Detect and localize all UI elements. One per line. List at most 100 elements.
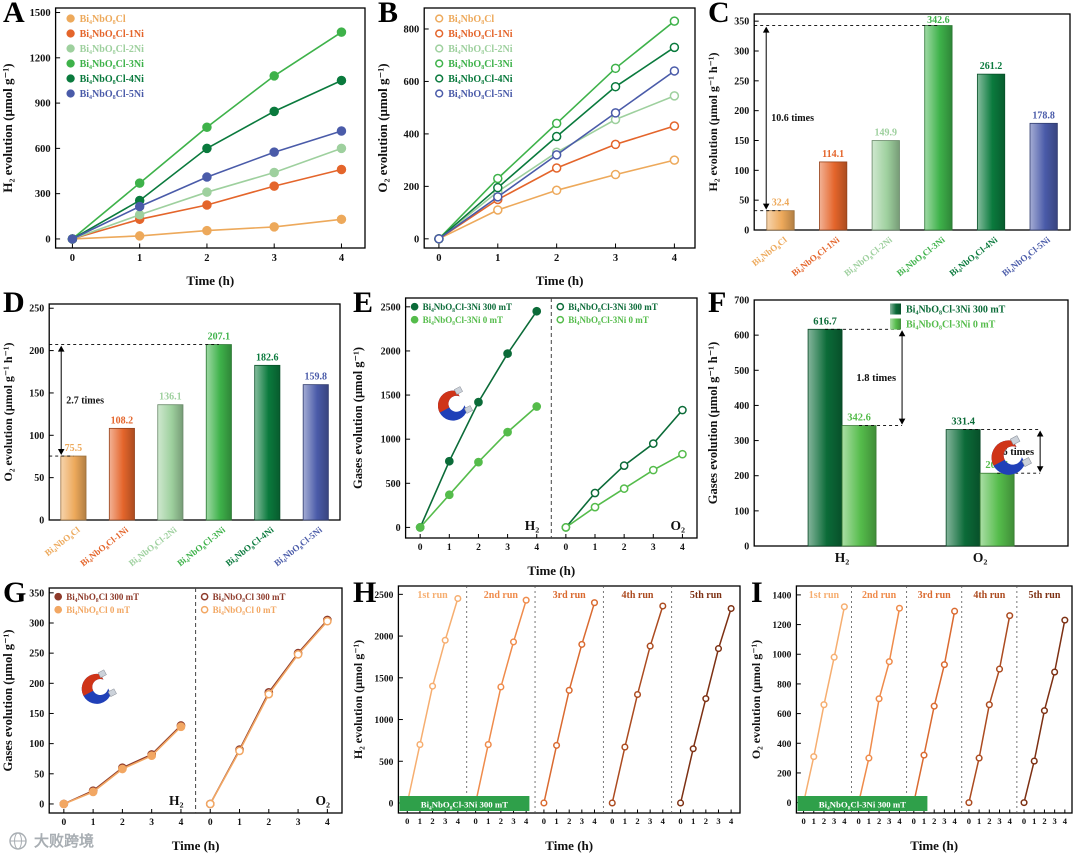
category-label: Bi₄NbO₈Cl-5Ni	[1000, 234, 1052, 278]
legend-item: Bi₄NbO₈Cl-3Ni 0 mT	[568, 315, 648, 325]
svg-text:100: 100	[734, 166, 749, 177]
category-label: Bi₄NbO₈Cl-2Ni	[127, 524, 179, 568]
svg-text:1500: 1500	[374, 674, 393, 684]
legend-item: Bi₄NbO₈Cl-3Ni 300 mT	[423, 302, 512, 312]
bar	[924, 25, 953, 231]
bar-value-label: 114.1	[822, 149, 844, 160]
x-axis-label: Time (h)	[172, 838, 220, 853]
category-label: Bi₄NbO₈Cl-2Ni	[842, 234, 894, 278]
svg-text:200: 200	[29, 346, 44, 357]
svg-text:3: 3	[942, 816, 946, 826]
bar-value-label: 149.9	[875, 128, 898, 139]
legend-item: Bi₄NbO₈Cl-5Ni	[448, 89, 513, 100]
run-label: 4th run	[622, 590, 654, 601]
svg-text:0: 0	[389, 799, 394, 809]
watermark: 大败跨境	[8, 830, 94, 851]
legend-item: Bi₄NbO₈Cl 0 mT	[213, 605, 277, 615]
svg-text:0: 0	[744, 542, 749, 553]
svg-text:1: 1	[593, 543, 598, 553]
plot-frame	[397, 585, 741, 814]
category-label: Bi₄NbO₈Cl-1Ni	[790, 234, 842, 278]
svg-text:200: 200	[734, 106, 749, 117]
svg-text:0: 0	[801, 816, 805, 826]
x-axis-label: Time (h)	[527, 563, 575, 578]
svg-text:1400: 1400	[772, 591, 791, 601]
panel-a-h2-time-course: A 0 300 600 900 1200 1500 0 1 2 3 4 Bi₄NbO₈Cl Bi₄NbO…	[0, 0, 375, 290]
legend-item: Bi₄NbO₈Cl 300 mT	[213, 592, 286, 602]
series-line	[474, 599, 527, 804]
annotation: 10.6 times	[771, 113, 814, 124]
svg-text:1: 1	[1032, 816, 1036, 826]
svg-text:0: 0	[912, 816, 916, 826]
panel-A-chart: 0 300 600 900 1200 1500 0 1 2 3 4 Bi₄NbO₈Cl Bi₄NbO₈C…	[0, 7, 366, 288]
svg-text:0: 0	[45, 234, 50, 245]
svg-text:600: 600	[35, 144, 51, 155]
group-label: H₂	[835, 550, 850, 565]
svg-text:4: 4	[672, 253, 678, 264]
globe-icon	[9, 831, 27, 850]
annotation: 1.6 times	[994, 447, 1034, 458]
svg-text:4: 4	[661, 816, 666, 826]
svg-text:3: 3	[580, 816, 584, 826]
svg-text:50: 50	[34, 473, 44, 484]
svg-text:0: 0	[563, 543, 568, 553]
legend-swatch	[890, 318, 901, 330]
svg-text:3: 3	[511, 816, 515, 826]
svg-text:250: 250	[29, 304, 44, 315]
svg-text:0: 0	[473, 816, 477, 826]
svg-text:200: 200	[777, 769, 792, 779]
svg-text:3: 3	[1053, 816, 1057, 826]
group-label: O₂	[973, 550, 988, 565]
category-label: Bi₄NbO₈Cl-3Ni	[175, 524, 227, 568]
svg-text:2: 2	[499, 816, 503, 826]
bar-value-label: 261.2	[980, 61, 1003, 72]
svg-text:4: 4	[897, 816, 902, 826]
svg-text:400: 400	[777, 740, 792, 750]
svg-text:0: 0	[418, 543, 423, 553]
legend-item: Bi₄NbO₈Cl 0 mT	[66, 605, 130, 615]
bar-value-label: 207.1	[208, 332, 231, 343]
bar-value-label: 178.8	[1032, 110, 1055, 121]
plot-frame	[423, 7, 696, 249]
svg-text:1500: 1500	[30, 8, 51, 19]
svg-text:1: 1	[812, 816, 816, 826]
svg-text:900: 900	[35, 99, 51, 110]
svg-text:4: 4	[179, 818, 184, 828]
panel-F-chart: 0 100 200 300 400 500 600 700 Gases evolution (μ…	[706, 296, 1069, 565]
y-axis-label: O₂ evolution (μmol g⁻¹ h⁻¹)	[1, 343, 15, 482]
panel-letter: D	[3, 286, 25, 319]
svg-text:1: 1	[447, 543, 452, 553]
category-label: Bi₄NbO₈Cl-3Ni	[895, 234, 947, 278]
svg-text:100: 100	[29, 431, 44, 442]
panel-letter: B	[378, 0, 399, 29]
badge	[797, 796, 928, 811]
y-axis-label: Gases evolution (μmol g⁻¹)	[351, 347, 365, 489]
bar-value-label: 342.6	[927, 15, 950, 26]
svg-text:0: 0	[396, 523, 401, 534]
svg-text:150: 150	[29, 709, 44, 720]
legend-item: Bi₄NbO₈Cl-3Ni 300 mT	[568, 302, 657, 312]
svg-text:3: 3	[149, 818, 154, 828]
svg-text:3: 3	[296, 818, 301, 828]
svg-text:0: 0	[678, 816, 682, 826]
svg-text:1: 1	[691, 816, 695, 826]
gas-label: H₂	[169, 793, 184, 808]
legend-item: Bi₄NbO₈Cl-3Ni 0 mT	[906, 320, 996, 331]
svg-text:600: 600	[734, 331, 749, 342]
svg-text:250: 250	[29, 649, 44, 660]
bar	[60, 455, 87, 521]
category-label: Bi₄NbO₈Cl	[43, 524, 82, 558]
run-label: 3rd run	[553, 590, 587, 601]
svg-text:4: 4	[325, 818, 330, 828]
svg-text:3: 3	[716, 816, 720, 826]
panel-g-bi4nbo8cl-magnetic-time-course: G 0 50 100 150 200 250 300 350 Gases evolution (…	[0, 576, 350, 855]
magnet-icon	[437, 386, 474, 421]
svg-text:4: 4	[952, 816, 957, 826]
svg-text:0: 0	[436, 253, 441, 264]
bar	[841, 425, 877, 547]
panel-E-chart: 0 500 1000 1500 2000 2500 Gases evolution (μmo…	[351, 297, 698, 578]
legend-item: Bi₄NbO₈Cl	[448, 14, 494, 25]
run-label: 4th run	[973, 590, 1005, 601]
